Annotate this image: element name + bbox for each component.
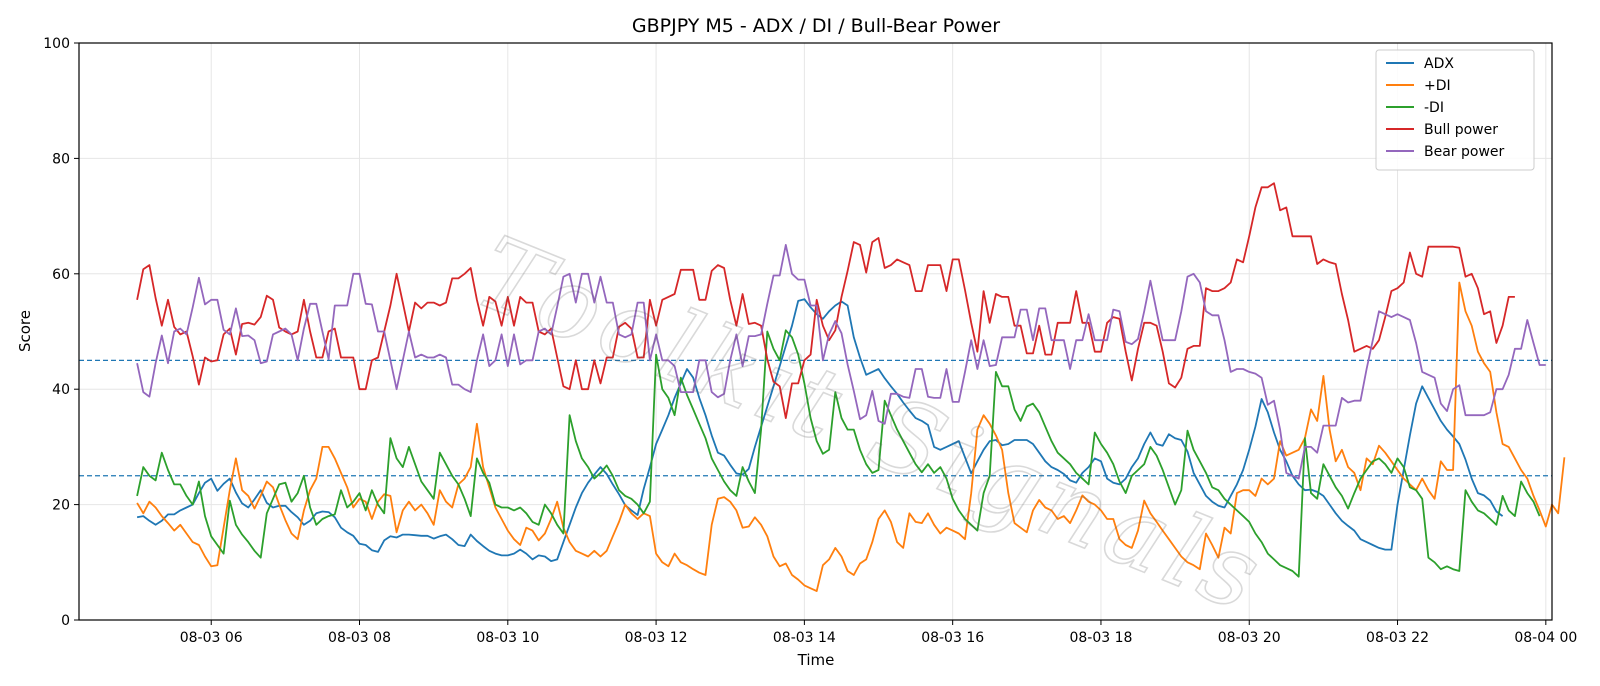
x-axis: 08-03 06 08-03 08 08-03 10 08-03 12 08-03 14… — [180, 620, 1577, 646]
chart-title: GBPJPY M5 - ADX / DI / Bull-Bear Power — [632, 15, 1000, 37]
x-tick-label: 08-03 08 — [328, 630, 391, 646]
x-tick-label: 08-03 22 — [1366, 630, 1429, 646]
y-tick-label: 0 — [61, 613, 70, 629]
y-tick-label: 80 — [52, 151, 70, 167]
legend-label: Bear power — [1424, 144, 1505, 160]
x-tick-label: 08-03 16 — [921, 630, 984, 646]
legend-label: -DI — [1424, 100, 1444, 116]
y-tick-label: 60 — [52, 267, 70, 283]
x-tick-label: 08-03 10 — [476, 630, 539, 646]
series-lines — [136, 182, 1566, 592]
y-tick-label: 20 — [52, 498, 70, 514]
y-tick-label: 100 — [43, 36, 70, 52]
series-line-di — [136, 281, 1566, 592]
legend-label: Bull power — [1424, 122, 1498, 138]
y-tick-label: 40 — [52, 382, 70, 398]
legend-label: +DI — [1424, 78, 1451, 94]
x-tick-label: 08-04 00 — [1514, 630, 1577, 646]
legend-label: ADX — [1424, 56, 1454, 72]
x-tick-label: 08-03 20 — [1218, 630, 1281, 646]
x-axis-label: Time — [797, 651, 835, 669]
x-tick-label: 08-03 18 — [1069, 630, 1132, 646]
legend: ADX +DI -DI Bull power Bear power — [1375, 49, 1535, 171]
reference-lines — [79, 359, 1552, 477]
series-line-bear-power — [136, 243, 1546, 480]
x-tick-label: 08-03 12 — [625, 630, 688, 646]
legend-box — [1375, 49, 1535, 171]
plot-frame — [78, 42, 1553, 621]
y-axis: 0 20 40 60 80 100 — [43, 36, 79, 629]
x-tick-label: 08-03 06 — [180, 630, 243, 646]
series-line-bull-power — [136, 182, 1515, 420]
grid — [79, 42, 1552, 621]
y-axis-label: Score — [16, 310, 34, 352]
x-tick-label: 08-03 14 — [773, 630, 836, 646]
